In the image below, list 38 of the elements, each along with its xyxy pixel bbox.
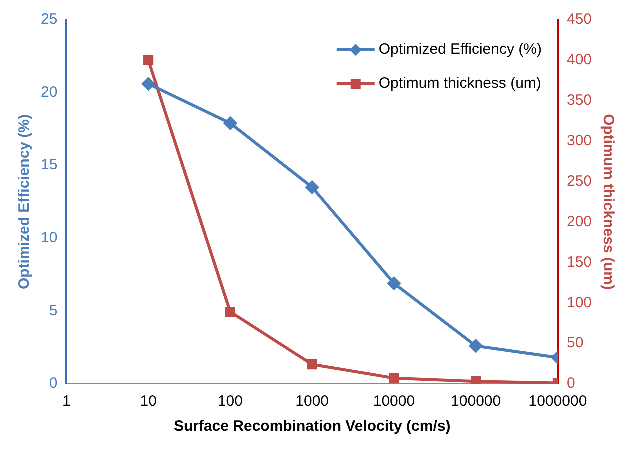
point [306,180,319,194]
y2-tick-label: 150 [566,254,592,271]
y-tick-label: 5 [49,302,58,320]
point [389,373,400,384]
x-tick-label: 1 [62,393,71,410]
point [388,277,401,290]
x-tick-label: 10 [140,393,157,410]
point [142,78,156,91]
y2-tick-label: 50 [566,334,584,352]
point [144,55,154,66]
y-tick-label: 0 [49,375,58,392]
y2-tick-label: 300 [566,132,592,150]
legend-label: Optimum thickness (um) [378,75,542,92]
x-tick-label: 100 [218,393,243,410]
point [307,360,318,370]
y-tick-label: 25 [40,11,58,28]
y-tick-label: 15 [40,156,58,174]
y2-tick-label: 250 [566,172,592,190]
legend-label: Optimized Efficiency (%) [378,41,542,58]
y2-tick-label: 350 [566,92,592,110]
y2-tick-label: 100 [566,294,592,312]
point [224,116,237,130]
y2-tick-label: 200 [566,213,592,230]
x-axis-title: Surface Recombination Velocity (cm/s) [174,418,451,436]
y2-tick-label: 400 [566,52,592,69]
point [470,340,483,353]
x-tick-label: 1000 [296,393,330,410]
x-tick-label: 10000 [373,393,416,410]
x-tick-label: 100000 [451,393,502,410]
y2-tick-label: 0 [566,375,576,392]
y-tick-label: 10 [40,230,58,247]
y2-tick-label: 450 [566,11,592,28]
y-tick-label: 20 [40,84,58,101]
point [471,376,482,384]
x-tick-label: 1000000 [528,393,588,410]
y-axis-title: Optimized Efficiency (%) [16,114,34,290]
y2-axis-title: Optimum thickness (um) [600,114,617,290]
point [225,306,236,318]
